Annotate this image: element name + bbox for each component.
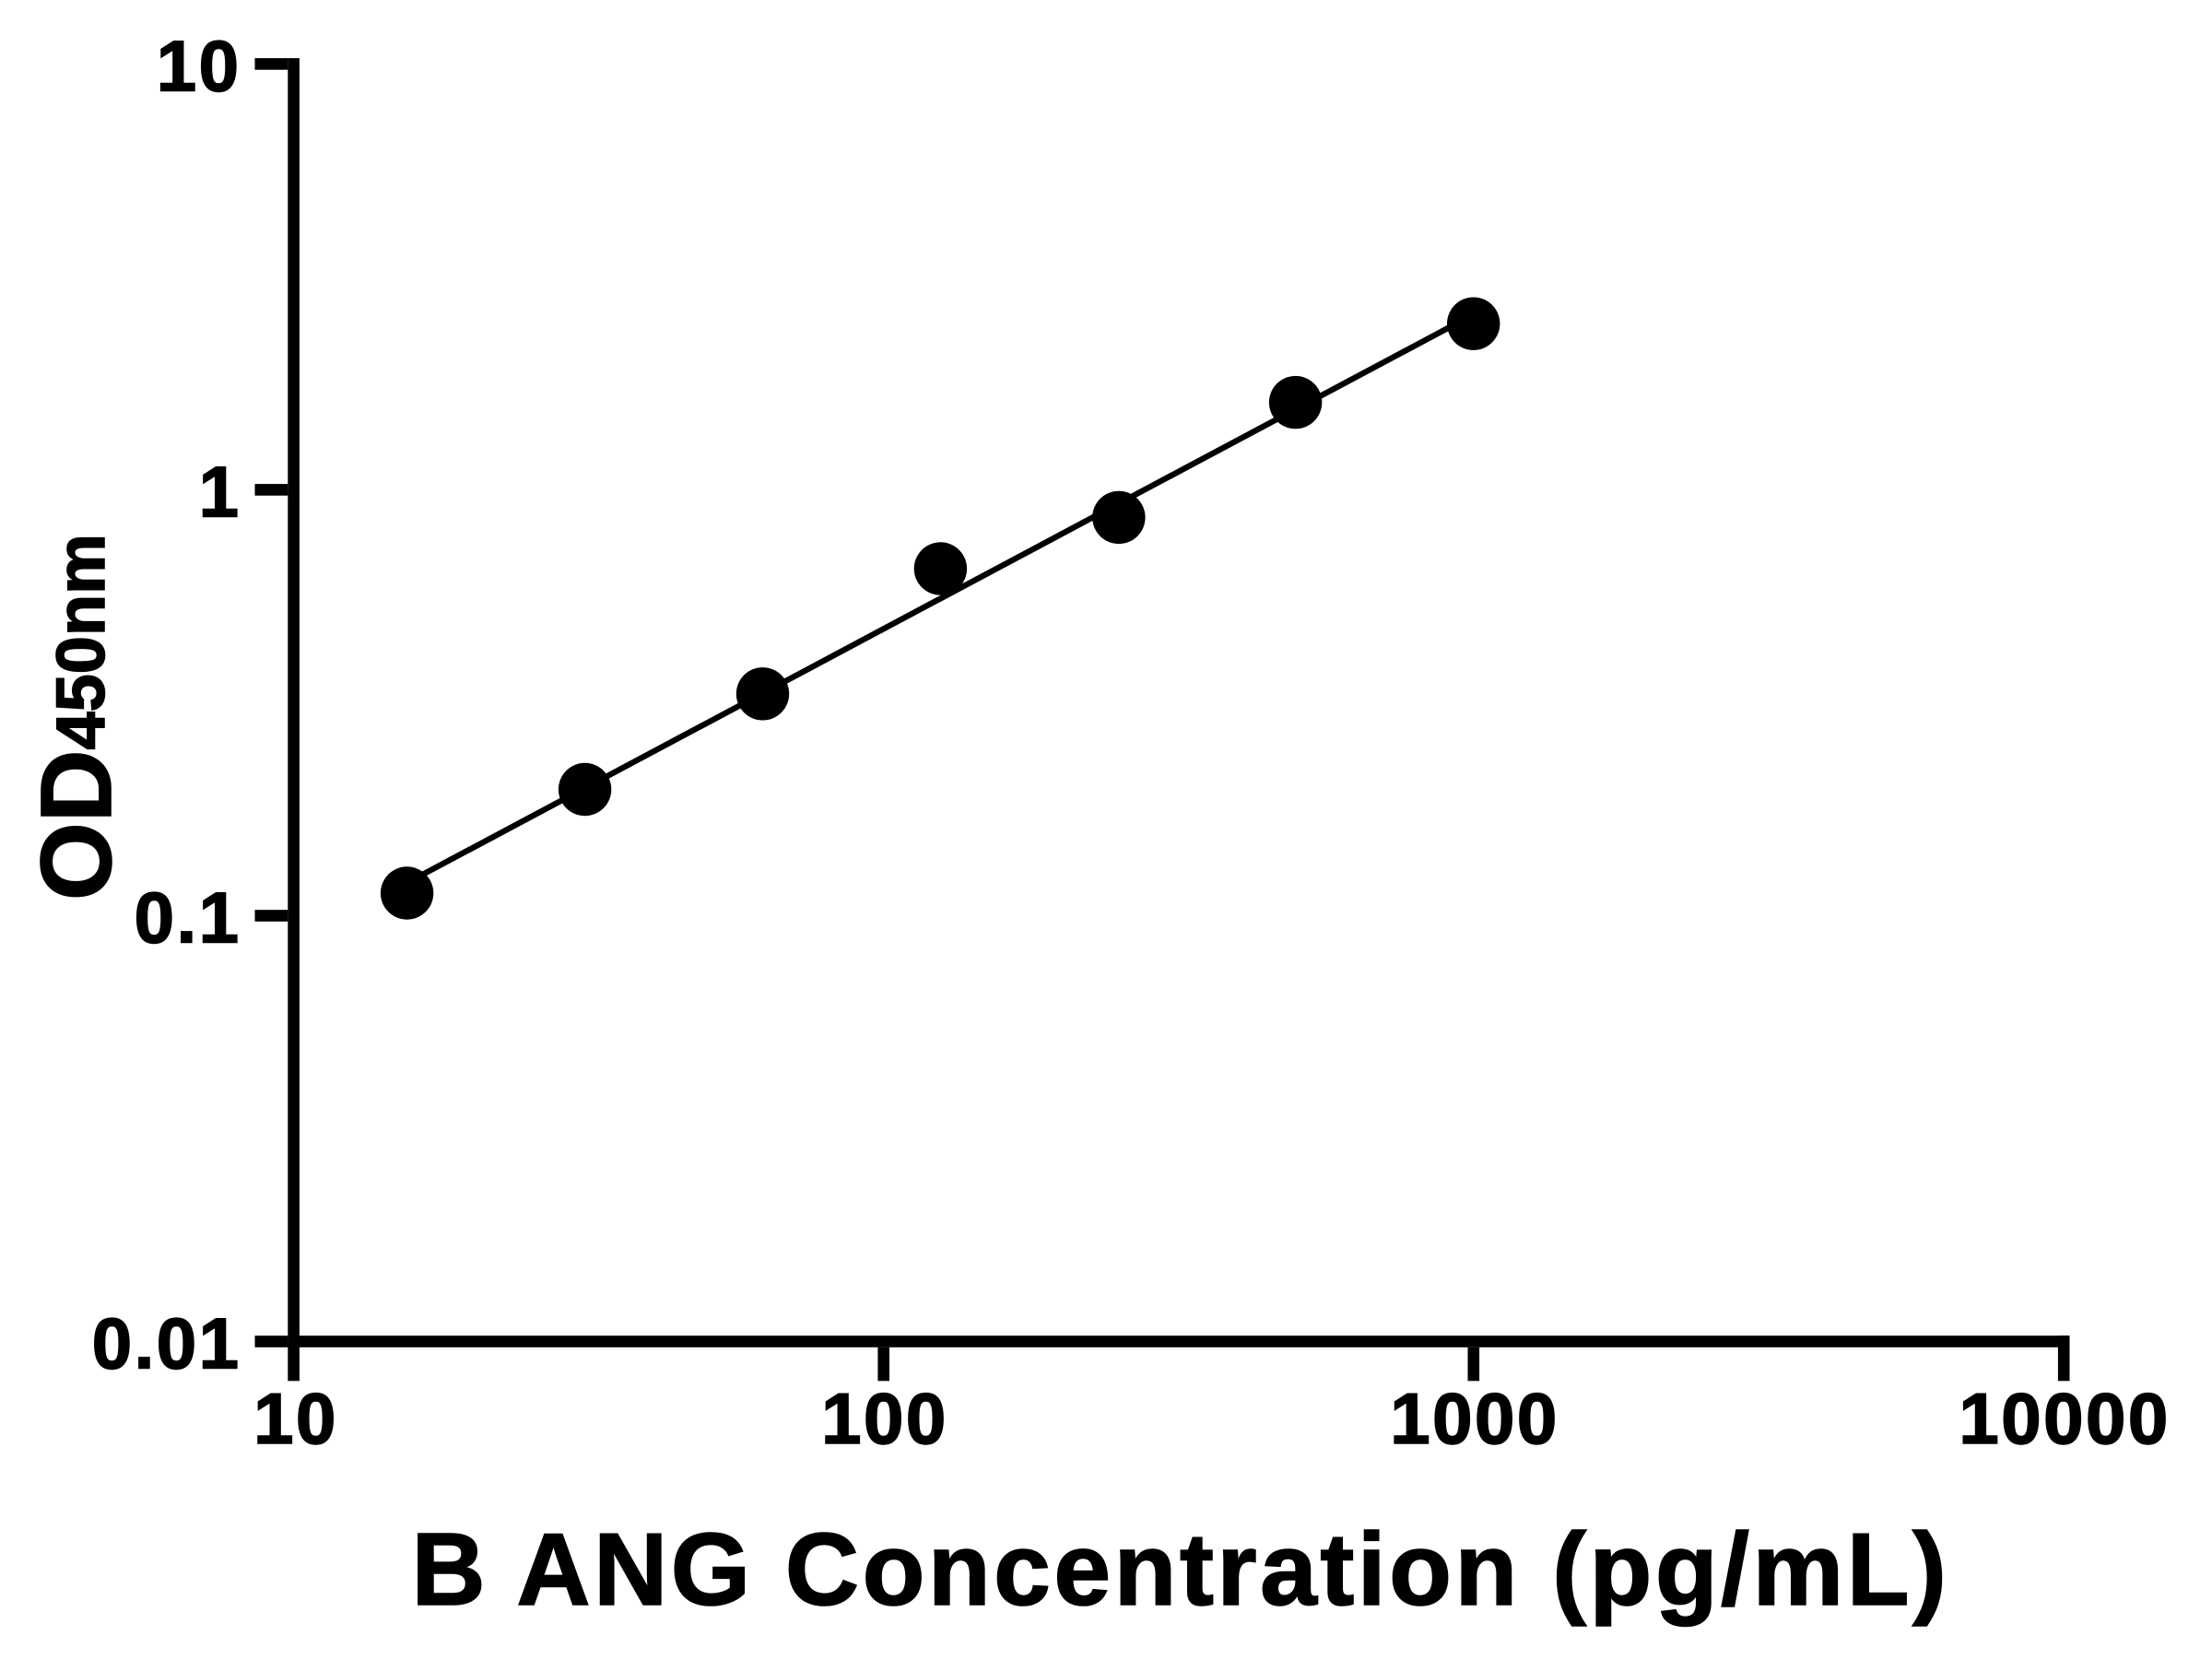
svg-text:0.01: 0.01 <box>92 1303 241 1384</box>
svg-text:100: 100 <box>821 1378 948 1459</box>
svg-text:0.1: 0.1 <box>135 877 241 959</box>
svg-text:OD450nm: OD450nm <box>20 534 133 900</box>
svg-text:10: 10 <box>253 1378 338 1459</box>
svg-text:B ANG Concentration (pg/mL): B ANG Concentration (pg/mL) <box>412 1512 1950 1627</box>
svg-text:10000: 10000 <box>1959 1378 2170 1459</box>
svg-text:1: 1 <box>199 451 241 532</box>
svg-text:1000: 1000 <box>1390 1378 1559 1459</box>
svg-text:10: 10 <box>157 25 241 106</box>
